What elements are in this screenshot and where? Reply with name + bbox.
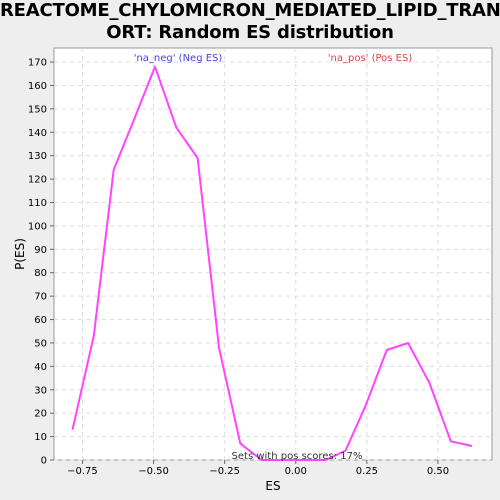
chart-title: REACTOME_CHYLOMICRON_MEDIATED_LIPID_TRAN… <box>0 0 500 43</box>
y-tick-label: 70 <box>34 292 47 303</box>
y-tick-label: 140 <box>28 128 47 139</box>
legend-pos: 'na_pos' (Pos ES) <box>328 53 413 64</box>
y-axis-title: P(ES) <box>13 238 27 270</box>
x-tick-label: −0.25 <box>209 466 240 477</box>
y-tick-label: 110 <box>28 198 47 209</box>
x-tick-label: −0.50 <box>138 466 169 477</box>
x-tick-label: 0.50 <box>427 466 449 477</box>
x-tick-label: 0.25 <box>356 466 378 477</box>
x-axis-title: ES <box>265 479 280 493</box>
axes-layer: 0 10 20 30 40 50 60 70 80 90 100 110 120 130 140 150 160… <box>28 58 449 477</box>
series-layer <box>71 65 473 461</box>
y-tick-label: 130 <box>28 151 47 162</box>
y-tick-label: 100 <box>28 221 47 232</box>
y-tick-label: 10 <box>34 432 47 443</box>
pos-score-annotation: Sets with pos scores: 17% <box>232 451 363 462</box>
grid-layer <box>54 48 492 461</box>
y-tick-label: 170 <box>28 58 47 69</box>
es-distribution-line <box>71 65 473 461</box>
y-tick-label: 40 <box>34 362 47 373</box>
y-tick-label: 120 <box>28 175 47 186</box>
y-tick-label: 50 <box>34 338 47 349</box>
x-tick-label: −0.75 <box>67 466 98 477</box>
plot-area <box>53 47 493 461</box>
y-tick-label: 80 <box>34 268 47 279</box>
y-tick-label: 30 <box>34 385 47 396</box>
y-tick-label: 160 <box>28 81 47 92</box>
y-tick-label: 0 <box>41 456 47 467</box>
x-tick-label: 0.00 <box>285 466 307 477</box>
y-tick-label: 20 <box>34 409 47 420</box>
y-tick-label: 150 <box>28 104 47 115</box>
y-tick-label: 60 <box>34 315 47 326</box>
legend-neg: 'na_neg' (Neg ES) <box>134 53 223 64</box>
y-tick-label: 90 <box>34 245 47 256</box>
